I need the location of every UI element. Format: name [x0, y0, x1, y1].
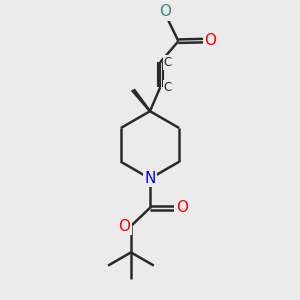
- Text: O: O: [159, 4, 171, 20]
- Text: C: C: [164, 56, 172, 69]
- Text: O: O: [118, 218, 130, 233]
- Text: N: N: [144, 171, 156, 186]
- Text: O: O: [176, 200, 188, 215]
- Text: C: C: [164, 81, 172, 94]
- Text: O: O: [204, 33, 216, 48]
